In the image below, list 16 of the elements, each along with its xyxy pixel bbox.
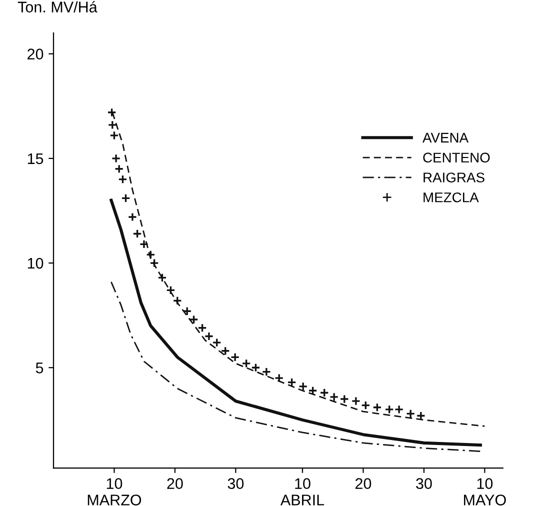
legend-label: AVENA	[422, 132, 469, 142]
x-tick-label: 30	[228, 478, 244, 489]
legend-label: MEZCLA	[424, 192, 479, 202]
y-tick-label: 5	[36, 362, 44, 374]
y-tick-label: 10	[28, 258, 44, 269]
x-tick-label: 20	[355, 478, 372, 489]
y-tick-label: 15	[28, 153, 44, 164]
legend-label: CENTENO	[423, 152, 490, 163]
legend-label: RAIGRAS	[424, 172, 484, 182]
x-tick-label: 30	[416, 478, 432, 489]
y-tick-label: 20	[28, 48, 44, 60]
x-tick-label: 10 MAYO	[464, 478, 506, 506]
x-tick-label: 10 MARZO	[88, 478, 142, 506]
y-axis-title: Ton. MV/Há	[18, 1, 98, 12]
x-tick-label: 10 ABRIL	[280, 478, 324, 506]
x-tick-label: 20	[167, 478, 183, 489]
